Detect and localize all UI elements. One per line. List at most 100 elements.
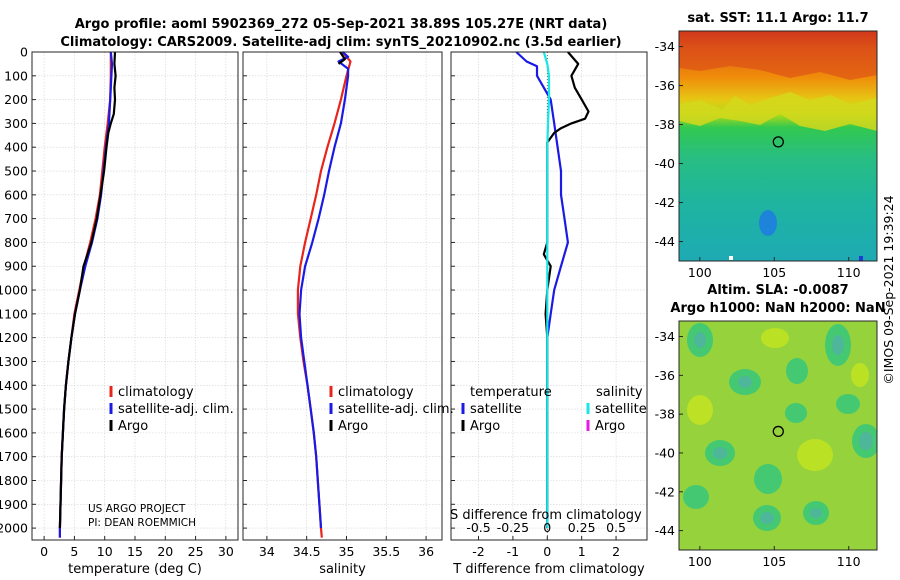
- s-diff-tick-label: 0: [543, 520, 551, 535]
- plot-frame: [242, 51, 443, 541]
- map-x-tick-label: 105: [762, 554, 786, 569]
- y-tick-label: 1900: [0, 497, 28, 512]
- x-axis-label: T difference from climatology: [452, 562, 645, 577]
- x-axis-label: temperature (deg C): [68, 562, 202, 577]
- sst-map-ticks: 100 105 110 -34 -36 -38 -40 -42 -44: [655, 39, 861, 280]
- s-diff-tick-label: -0.5: [466, 520, 490, 535]
- x-tick-label: 15: [127, 544, 143, 559]
- map-y-tick-label: -36: [655, 78, 675, 93]
- sla-highs: [687, 328, 869, 471]
- map-x-tick-label: 110: [837, 265, 861, 280]
- series-line-argo: [337, 51, 346, 65]
- legend-label-climatology: climatology: [338, 385, 414, 400]
- legend-label-argo: Argo: [118, 419, 148, 434]
- legend-label-temp-satellite: satellite: [470, 402, 522, 417]
- legend-title-temperature: temperature: [470, 385, 552, 400]
- y-tick-label: 1100: [0, 306, 28, 321]
- x-tick-label: 34: [259, 544, 275, 559]
- salinity-panel: 34 34.5 35 35.5 36 salinity: [242, 51, 443, 577]
- series-line-argo: [58, 51, 117, 529]
- series-line-salinity-satellite: [542, 51, 551, 529]
- x-tick-label: 35.5: [372, 544, 400, 559]
- x-tick-label: 10: [97, 544, 113, 559]
- map-y-tick-label: -34: [655, 329, 675, 344]
- y-tick-label: 1700: [0, 449, 28, 464]
- plot-frame: [450, 51, 648, 541]
- legend-label-temp-argo: Argo: [470, 419, 500, 434]
- legend-label-satellite: satellite-adj. clim.: [118, 402, 234, 417]
- y-tick-label: 900: [4, 259, 28, 274]
- sst-map: sat. SST: 11.1 Argo: 11.7 100 105 110 -34 -3…: [655, 11, 878, 280]
- x-tick-label: 5: [70, 544, 78, 559]
- difference-panel: -2 -1 0 1 2 T difference from climatology -0.5…: [450, 51, 648, 577]
- x-tick-label: 35: [339, 544, 355, 559]
- map-y-tick-label: -40: [655, 445, 675, 460]
- x-tick-label: 2: [612, 544, 620, 559]
- y-tick-label: 200: [4, 92, 28, 107]
- y-tick-label: 100: [4, 68, 28, 83]
- series-line-satellite-adj-clim-: [298, 51, 350, 529]
- sst-hot-band: [679, 31, 877, 80]
- y-tick-label: 1000: [0, 283, 28, 298]
- plot-area: [243, 52, 442, 540]
- legend-label-climatology: climatology: [118, 385, 194, 400]
- sla-eddies: [683, 323, 877, 531]
- series-line-temperature-argo: [542, 51, 590, 529]
- y-tick-label: 1300: [0, 354, 28, 369]
- temperature-legend: climatology satellite-adj. clim. Argo: [109, 385, 234, 434]
- pi-credit: PI: DEAN ROEMMICH: [88, 517, 196, 529]
- plot-area: [451, 52, 647, 540]
- y-tick-label: 800: [4, 235, 28, 250]
- imos-timestamp: ©IMOS 09-Sep-2021 19:39:24: [881, 195, 896, 384]
- sst-map-frame: [678, 30, 878, 262]
- series-line-temperature-satellite: [515, 51, 570, 529]
- map-y-tick-label: -42: [655, 195, 675, 210]
- y-tick-label: 700: [4, 211, 28, 226]
- legend-label-argo: Argo: [338, 419, 368, 434]
- difference-legend: temperature satellite Argo salinity sate…: [461, 385, 647, 434]
- y-tick-label: 1600: [0, 425, 28, 440]
- map-y-tick-label: -38: [655, 407, 675, 422]
- s-diff-tick-label: 0.25: [568, 520, 596, 535]
- map-x-tick-label: 100: [688, 554, 712, 569]
- x-tick-label: 1: [578, 544, 586, 559]
- argo-location-marker: [772, 136, 784, 148]
- y-tick-label: 600: [4, 187, 28, 202]
- sst-cold-spot: [759, 210, 777, 236]
- s-diff-tick-label: -0.25: [497, 520, 529, 535]
- x-axis-label: salinity: [319, 562, 366, 577]
- y-tick-label: 2000: [0, 521, 28, 536]
- temperature-panel: 0 5 10 15 20 25 30 temperature (deg C) 0 100 200 30…: [0, 45, 239, 577]
- map-y-tick-label: -44: [655, 523, 675, 538]
- sst-map-title: sat. SST: 11.1 Argo: 11.7: [687, 11, 868, 26]
- y-tick-label: 1200: [0, 330, 28, 345]
- legend-label-sal-satellite: satellite: [595, 402, 647, 417]
- y-tick-label: 400: [4, 140, 28, 155]
- sst-missing-pixel: [729, 256, 733, 260]
- map-y-tick-label: -40: [655, 156, 675, 171]
- figure-title-line2: Climatology: CARS2009. Satellite-adj cli…: [60, 35, 621, 50]
- x-tick-label: -2: [472, 544, 484, 559]
- legend-label-satellite: satellite-adj. clim.: [338, 402, 454, 417]
- map-x-tick-label: 105: [762, 265, 786, 280]
- project-credit: US ARGO PROJECT: [88, 503, 186, 515]
- salinity-legend: climatology satellite-adj. clim. Argo: [329, 385, 454, 434]
- figure-title-line1: Argo profile: aoml 5902369_272 05-Sep-20…: [75, 17, 608, 32]
- x-tick-label: 0: [40, 544, 48, 559]
- x-tick-label: 25: [188, 544, 204, 559]
- x-tick-label: 36: [418, 544, 434, 559]
- map-x-tick-label: 100: [688, 265, 712, 280]
- sst-warm-band: [679, 92, 877, 131]
- sla-map-title: Altim. SLA: -0.0087: [707, 283, 848, 298]
- y-tick-label: 1800: [0, 473, 28, 488]
- s-diff-tick-label: 0.5: [606, 520, 626, 535]
- sla-map: Altim. SLA: -0.0087 Argo h1000: NaN h200…: [655, 283, 886, 569]
- sst-cold-pixel: [859, 256, 863, 261]
- y-tick-label: 300: [4, 116, 28, 131]
- x-tick-label: 30: [218, 544, 234, 559]
- y-tick-label: 0: [20, 45, 28, 60]
- sla-map-ticks: 100 105 110 -34 -36 -38 -40 -42 -44: [655, 329, 861, 569]
- x-tick-label: 20: [157, 544, 173, 559]
- s-difference-label: S difference from climatology: [450, 508, 642, 523]
